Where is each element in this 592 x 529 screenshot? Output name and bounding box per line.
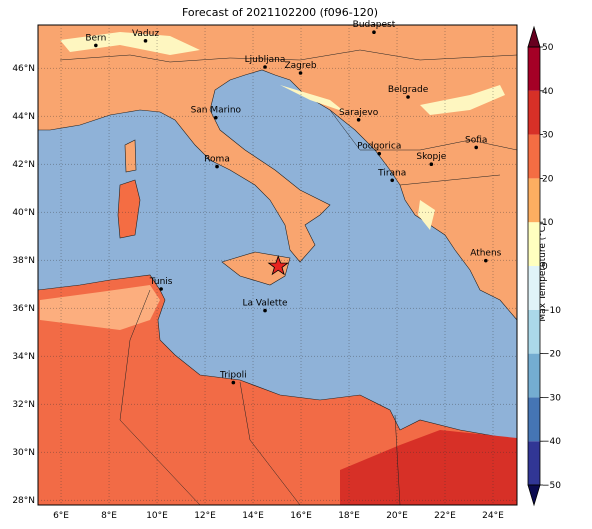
city-dot bbox=[215, 164, 219, 169]
colorbar-tick-label: −10 bbox=[542, 306, 561, 316]
colorbar-tick-label: −20 bbox=[542, 350, 561, 360]
colorbar-tick-label: 40 bbox=[542, 87, 554, 97]
europe-land bbox=[38, 25, 517, 321]
sardinia bbox=[117, 179, 141, 239]
lat-tick-label: 46°N bbox=[12, 64, 35, 74]
city-dot bbox=[214, 115, 218, 120]
colorbar-swatch bbox=[528, 222, 540, 266]
city-dot bbox=[429, 162, 434, 166]
colorbar-swatch bbox=[528, 47, 540, 91]
city-dot bbox=[377, 151, 382, 156]
lat-tick-label: 34°N bbox=[12, 352, 35, 362]
colorbar-tick-label: 20 bbox=[542, 174, 554, 184]
lon-tick-label: 20°E bbox=[386, 511, 408, 521]
lat-tick-label: 32°N bbox=[12, 400, 35, 410]
colorbar-tick-label: 10 bbox=[542, 218, 554, 228]
lat-tick-label: 44°N bbox=[12, 112, 35, 122]
colorbar-tick-label: 0 bbox=[542, 262, 548, 272]
borders bbox=[59, 49, 517, 505]
colorbar-swatch bbox=[528, 178, 540, 223]
city-label: Bern bbox=[85, 33, 106, 43]
city-dot bbox=[263, 308, 267, 313]
lon-tick-label: 16°E bbox=[290, 511, 312, 521]
lon-tick-label: 8°E bbox=[101, 511, 117, 521]
city-label: Zagreb bbox=[284, 61, 316, 71]
city-label: Roma bbox=[204, 155, 230, 165]
city-label: Athens bbox=[470, 249, 501, 259]
lat-tick-label: 36°N bbox=[12, 304, 35, 314]
city-label: La Valette bbox=[243, 299, 288, 309]
colorbar-over bbox=[527, 25, 541, 48]
lon-tick-label: 12°E bbox=[194, 511, 216, 521]
lon-tick-label: 6°E bbox=[53, 511, 69, 521]
city-dot bbox=[298, 71, 303, 75]
colorbar-swatch bbox=[528, 397, 540, 442]
city-label: Podgorica bbox=[357, 142, 401, 152]
lat-tick-label: 40°N bbox=[12, 208, 35, 218]
lat-tick-label: 38°N bbox=[12, 256, 35, 266]
title: Forecast of 2021102200 (f096-120) bbox=[182, 6, 378, 19]
city-label: Budapest bbox=[353, 20, 396, 30]
city-label: Belgrade bbox=[388, 85, 429, 95]
lat-tick-label: 30°N bbox=[12, 448, 35, 458]
city-dot bbox=[231, 380, 236, 385]
city-dot bbox=[159, 287, 163, 291]
colorbar-swatch bbox=[528, 266, 540, 310]
lon-tick-label: 18°E bbox=[338, 511, 360, 521]
map-frame bbox=[37, 24, 518, 506]
colorbar-tick-label: −50 bbox=[542, 481, 561, 491]
city-label: Vaduz bbox=[132, 29, 159, 39]
city-dot bbox=[474, 145, 479, 150]
colorbar-label: Max Temperature (°C) bbox=[538, 222, 548, 321]
city-label: Tripoli bbox=[219, 371, 247, 381]
lon-tick-label: 14°E bbox=[242, 511, 264, 521]
city-dot bbox=[94, 43, 98, 48]
city-label: Ljubljana bbox=[245, 55, 286, 65]
lat-tick-label: 42°N bbox=[12, 160, 35, 170]
city-label: Sarajevo bbox=[339, 108, 379, 118]
lon-tick-label: 24°E bbox=[482, 511, 504, 521]
colorbar-swatch bbox=[528, 441, 540, 485]
lon-tick-label: 22°E bbox=[434, 511, 456, 521]
city-label: Sofia bbox=[465, 135, 487, 145]
lat-tick-label: 28°N bbox=[12, 496, 35, 506]
colorbar-swatch bbox=[528, 309, 540, 354]
colorbar-tick-label: −40 bbox=[542, 437, 561, 447]
colorbar-under bbox=[527, 484, 541, 507]
city-dot bbox=[263, 65, 267, 69]
city-dot bbox=[406, 95, 410, 99]
colorbar-swatch bbox=[528, 90, 540, 135]
colorbar-swatch bbox=[528, 353, 540, 398]
city-dot bbox=[372, 30, 376, 34]
city-label: San Marino bbox=[191, 106, 242, 116]
africa-cool bbox=[40, 285, 160, 330]
city-dot bbox=[143, 39, 148, 43]
lon-tick-label: 10°E bbox=[146, 511, 168, 521]
star-marker bbox=[267, 254, 289, 276]
city-dot bbox=[484, 258, 488, 263]
city-label: Skopje bbox=[416, 152, 446, 162]
city-dot bbox=[356, 118, 361, 122]
colorbar-tick-label: 30 bbox=[542, 131, 554, 141]
corsica bbox=[124, 139, 137, 173]
colorbar-tick-label: 50 bbox=[542, 43, 554, 53]
city-label: Tirana bbox=[377, 168, 406, 178]
colorbar-tick-label: −30 bbox=[542, 393, 561, 403]
map-area bbox=[38, 25, 517, 505]
colorbar-swatch bbox=[528, 134, 540, 179]
city-label: Tunis bbox=[149, 277, 173, 287]
libya-hot bbox=[340, 430, 517, 505]
city-dot bbox=[390, 178, 395, 183]
